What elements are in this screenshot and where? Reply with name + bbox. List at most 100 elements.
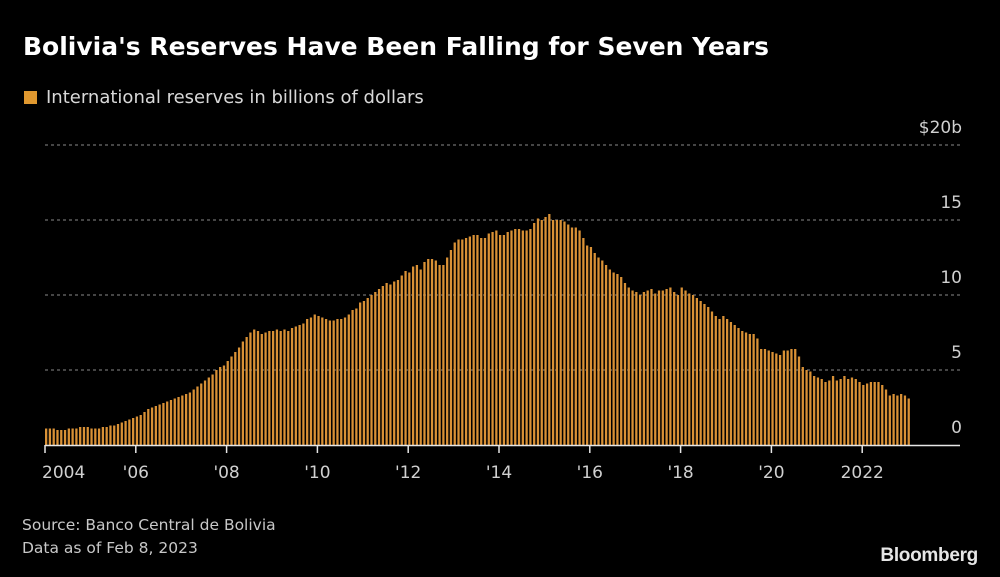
bar [487, 233, 490, 445]
bar [226, 361, 229, 445]
bar [555, 220, 559, 445]
bar [801, 367, 804, 445]
bar [684, 290, 687, 445]
legend: International reserves in billions of do… [24, 87, 424, 108]
bar [869, 382, 873, 445]
bar [347, 314, 350, 445]
bar [430, 259, 434, 445]
bar [491, 232, 494, 445]
bar [752, 334, 755, 445]
y-tick-label: 10 [940, 268, 962, 288]
bar [502, 235, 506, 445]
bar [884, 389, 888, 445]
legend-label: International reserves in billions of do… [46, 87, 424, 108]
bar [200, 383, 203, 445]
bar [101, 427, 105, 445]
bar [294, 326, 297, 445]
bar [215, 370, 218, 445]
bar [499, 235, 502, 445]
bar [128, 419, 131, 445]
bar [181, 395, 184, 445]
bar [351, 310, 354, 445]
bar [797, 356, 801, 445]
bar [726, 319, 729, 445]
bar [888, 395, 891, 445]
bar [843, 376, 846, 445]
bar [567, 224, 570, 445]
bar [256, 331, 260, 445]
bar [336, 319, 339, 445]
bar [483, 238, 487, 445]
bar [661, 290, 664, 445]
bar [366, 298, 369, 445]
bar [786, 350, 789, 445]
bar [627, 287, 630, 445]
bar [790, 349, 793, 445]
bar [385, 283, 388, 445]
bar [521, 230, 524, 445]
bar [586, 245, 589, 445]
bar [427, 259, 430, 445]
bar [506, 232, 509, 445]
bar [52, 428, 55, 445]
bar [60, 430, 63, 445]
bar [446, 257, 449, 445]
bar [710, 311, 714, 445]
bar [714, 316, 717, 445]
bar [881, 385, 884, 445]
bar [616, 274, 619, 445]
bar [166, 401, 169, 445]
bar [544, 217, 547, 445]
bar [480, 238, 483, 445]
bar [415, 265, 419, 445]
bar [620, 277, 623, 445]
x-tick-label: '06 [123, 463, 149, 483]
bar [703, 304, 706, 445]
bar [362, 301, 366, 445]
x-tick-label: '20 [758, 463, 784, 483]
bar [631, 290, 634, 445]
bar [45, 428, 48, 445]
bar [847, 379, 850, 445]
bar [275, 329, 279, 445]
bar [196, 386, 199, 445]
bar [608, 269, 611, 445]
bar [79, 427, 82, 445]
bar [63, 430, 67, 445]
bar [673, 292, 676, 445]
bar [718, 319, 721, 445]
data-date-note: Data as of Feb 8, 2023 [22, 539, 198, 557]
x-tick-label: 2022 [841, 463, 884, 483]
bar [748, 334, 751, 445]
bar [722, 316, 725, 445]
bar [162, 403, 165, 445]
bar [854, 379, 857, 445]
bar [203, 380, 207, 445]
bar [192, 389, 195, 445]
bar [559, 220, 562, 445]
bar [638, 295, 642, 445]
bar [850, 377, 854, 445]
bar [177, 397, 180, 445]
bar [782, 350, 786, 445]
bar [67, 428, 70, 445]
bar [374, 292, 377, 445]
bar [816, 377, 820, 445]
bar [249, 332, 252, 445]
bar [283, 329, 286, 445]
bar [604, 265, 608, 445]
bar [143, 412, 146, 445]
bar [82, 427, 86, 445]
bar [408, 272, 411, 445]
bar [835, 380, 838, 445]
bar [230, 356, 233, 445]
bar [188, 392, 192, 445]
bar [831, 376, 835, 445]
bar [903, 395, 907, 445]
bar [124, 421, 127, 445]
bar [370, 295, 373, 445]
bar [510, 230, 513, 445]
bar [453, 242, 456, 445]
bar [472, 235, 475, 445]
bar [389, 284, 392, 445]
